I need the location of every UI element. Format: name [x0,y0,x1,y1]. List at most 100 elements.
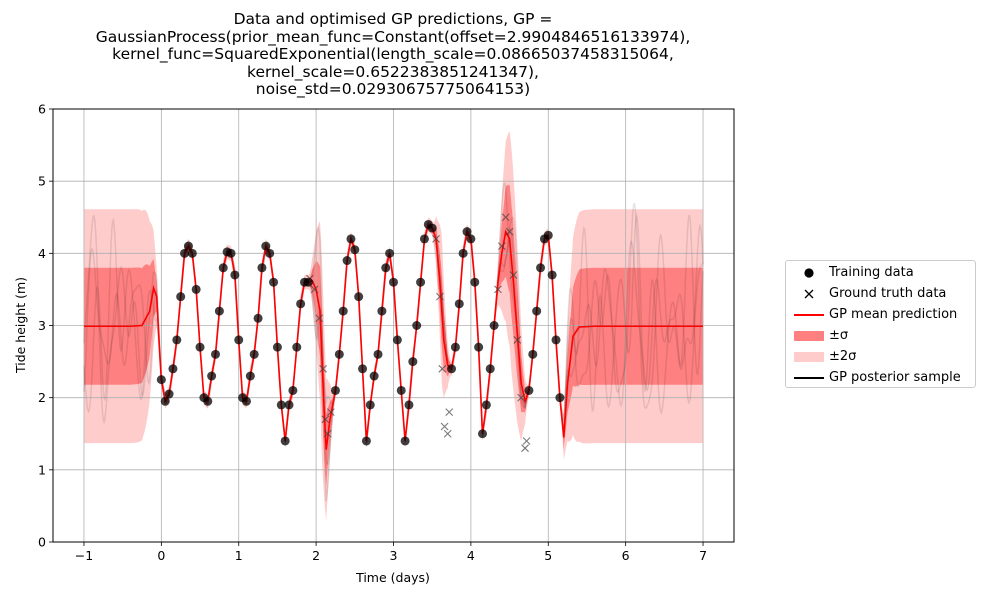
training-point [466,234,476,244]
training-point [481,400,491,410]
y-tick-label: 1 [38,462,46,477]
ground-truth-point [443,429,452,438]
ground-truth-point [319,364,327,373]
training-point [416,277,426,287]
training-point [543,230,553,240]
ground-truth-point [494,285,502,294]
band-swatch-icon [794,352,824,362]
x-tick-label: 5 [544,548,552,563]
y-tick-label: 6 [38,102,46,117]
band-1sigma [84,184,703,486]
legend-label: ±2σ [829,349,857,364]
training-point [385,248,395,258]
black-line-icon [794,377,824,379]
training-point [292,342,302,352]
training-point [276,400,286,410]
training-point [485,364,495,374]
training-point [183,241,193,251]
y-tick-label: 0 [38,535,46,550]
x-tick-label: −1 [75,548,93,563]
legend-label: ±σ [829,328,849,343]
training-point [272,342,282,352]
training-point [358,364,368,374]
training-point [427,223,437,233]
training-point [269,277,279,287]
training-point [207,371,217,381]
training-point [172,335,182,345]
training-point [412,321,422,330]
training-point [156,375,166,385]
ground-truth-point [432,235,440,243]
y-tick-label: 2 [38,390,46,405]
training-point [419,234,429,244]
chart-title: Data and optimised GP predictions, GP = … [0,10,786,99]
ground-truth-point [436,292,444,301]
training-point [226,248,236,258]
training-point [524,385,534,395]
ground-truth-point [438,364,447,373]
ground-truth-point [445,408,454,416]
training-point [551,335,561,345]
ground-truth-point [522,437,531,445]
training-point [265,248,275,258]
training-point [454,299,464,309]
ground-truth-point [501,213,510,222]
training-point [474,342,484,352]
x-marker-icon [804,289,814,299]
training-point [477,429,487,439]
training-point [369,371,379,381]
training-point [547,270,557,280]
training-point [354,292,364,302]
training-point [361,436,371,446]
training-point [389,277,398,287]
legend: Training data Ground truth data GP mean … [785,260,976,388]
training-point [249,349,259,359]
training-point [203,396,213,406]
training-point [400,436,410,446]
training-point [218,263,228,273]
ground-truth-point [505,227,514,236]
training-point [191,284,201,294]
ground-truth-point [326,408,335,416]
training-point [338,306,348,316]
training-point [462,227,472,237]
ground-truth-point [321,415,330,424]
training-point [528,349,538,359]
ground-truth-point [310,285,319,294]
legend-item-2sigma: ±2σ [786,347,975,367]
red-line-icon [794,314,824,316]
training-point [214,306,224,316]
legend-label: GP mean prediction [829,307,958,322]
training-point [234,335,244,345]
training-point [230,270,240,280]
training-point [532,306,542,316]
ground-truth-point [497,242,506,251]
training-point [408,357,418,367]
training-point [330,385,340,395]
training-point [381,263,391,273]
training-point [555,393,565,403]
legend-item-mean: GP mean prediction [786,305,975,325]
training-point [365,400,375,410]
legend-item-sample: GP posterior sample [786,368,975,388]
x-tick-label: 3 [390,548,398,563]
x-tick-label: 0 [157,548,165,563]
training-point [392,335,402,345]
legend-item-training: Training data [786,263,975,283]
legend-item-1sigma: ±σ [786,326,975,346]
training-point [396,385,406,395]
x-tick-label: 2 [312,548,320,563]
training-point [346,234,356,244]
training-point [168,364,178,374]
ground-truth-point [521,444,529,453]
training-point [303,277,313,287]
training-point [450,342,460,352]
training-point [211,349,221,359]
training-point [187,248,197,258]
training-point [350,245,360,255]
training-point [334,349,344,359]
x-tick-label: 6 [622,548,630,563]
ground-truth-point [440,422,449,431]
y-tick-label: 3 [38,318,46,333]
